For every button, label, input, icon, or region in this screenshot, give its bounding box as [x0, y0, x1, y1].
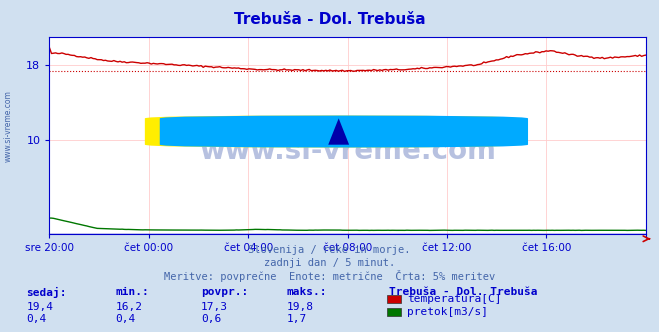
Text: www.si-vreme.com: www.si-vreme.com	[3, 90, 13, 162]
Polygon shape	[328, 118, 349, 145]
Text: 0,6: 0,6	[201, 314, 221, 324]
Text: min.:: min.:	[115, 287, 149, 297]
Text: zadnji dan / 5 minut.: zadnji dan / 5 minut.	[264, 258, 395, 268]
FancyBboxPatch shape	[145, 116, 517, 147]
Text: 0,4: 0,4	[115, 314, 136, 324]
Text: temperatura[C]: temperatura[C]	[407, 294, 501, 304]
Text: maks.:: maks.:	[287, 287, 327, 297]
Text: 19,8: 19,8	[287, 302, 314, 312]
Text: Meritve: povprečne  Enote: metrične  Črta: 5% meritev: Meritve: povprečne Enote: metrične Črta:…	[164, 270, 495, 282]
Text: 16,2: 16,2	[115, 302, 142, 312]
Text: Trebuša - Dol. Trebuša: Trebuša - Dol. Trebuša	[234, 12, 425, 27]
Text: 0,4: 0,4	[26, 314, 47, 324]
Text: www.si-vreme.com: www.si-vreme.com	[199, 137, 496, 165]
Text: povpr.:: povpr.:	[201, 287, 248, 297]
Text: 19,4: 19,4	[26, 302, 53, 312]
Text: Slovenija / reke in morje.: Slovenija / reke in morje.	[248, 245, 411, 255]
Text: 17,3: 17,3	[201, 302, 228, 312]
Text: sedaj:: sedaj:	[26, 287, 67, 298]
Text: Trebuša - Dol. Trebuša: Trebuša - Dol. Trebuša	[389, 287, 537, 297]
Text: 1,7: 1,7	[287, 314, 307, 324]
Text: pretok[m3/s]: pretok[m3/s]	[407, 307, 488, 317]
FancyBboxPatch shape	[159, 116, 528, 147]
